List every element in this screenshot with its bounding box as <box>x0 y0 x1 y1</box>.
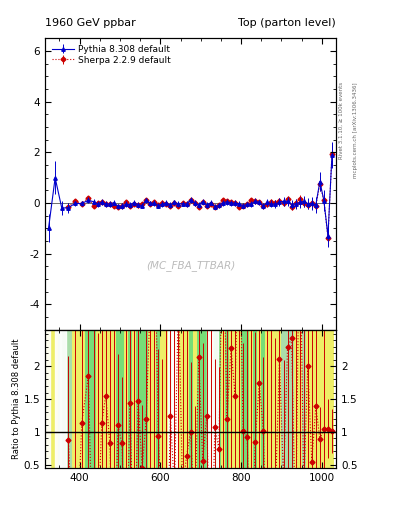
Text: mcplots.cern.ch [arXiv:1306.3436]: mcplots.cern.ch [arXiv:1306.3436] <box>353 82 358 178</box>
Bar <box>213 330 218 468</box>
Bar <box>207 330 211 468</box>
Bar <box>45 330 50 468</box>
Bar <box>173 330 177 468</box>
Legend: Pythia 8.308 default, Sherpa 2.2.9 default: Pythia 8.308 default, Sherpa 2.2.9 defau… <box>50 43 172 67</box>
Bar <box>61 330 66 468</box>
Bar <box>168 330 173 468</box>
Text: Top (parton level): Top (parton level) <box>238 18 336 28</box>
Bar <box>55 330 60 468</box>
Text: (MC_FBA_TTBAR): (MC_FBA_TTBAR) <box>146 260 235 271</box>
Text: Rivet 3.1.10, ≥ 100k events: Rivet 3.1.10, ≥ 100k events <box>339 82 344 159</box>
Text: 1960 GeV ppbar: 1960 GeV ppbar <box>45 18 136 28</box>
Y-axis label: Ratio to Pythia 8.308 default: Ratio to Pythia 8.308 default <box>12 339 21 459</box>
